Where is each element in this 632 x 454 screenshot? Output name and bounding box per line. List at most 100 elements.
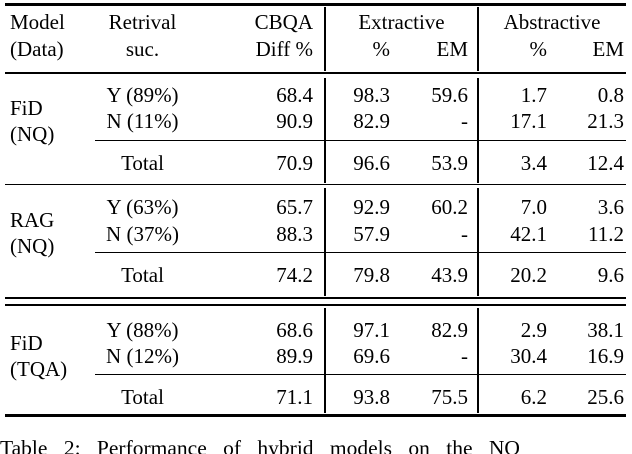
header-row-2: (Data) suc. Diff % % EM % EM [5,36,626,62]
cell-abs-pct: 2.9 [520,318,547,342]
table-row: N (37%) 88.3 57.9 - 42.1 11.2 [5,221,626,247]
model-spacer [5,82,95,108]
cell-abs-pct: 3.4 [520,151,547,175]
cell-ext-em: - [461,222,468,246]
col-rule-abstractive-block3 [477,307,479,413]
cell-cbqa: 65.7 [276,195,313,219]
cell-abs-em: 25.6 [587,385,624,409]
col-rule-extractive-block1 [324,77,326,183]
header-model-data: (Data) [10,37,64,61]
cell-ext-em: 59.6 [431,83,468,107]
cell-ext-pct: 79.8 [353,263,390,287]
cell-ext-pct: 57.9 [353,222,390,246]
model-label-fid-nq: FiD (NQ) [10,95,95,147]
bottom-rule [5,414,626,417]
cell-abs-pct: 17.1 [510,109,547,133]
cell-retrieval: Y (63%) [106,195,179,219]
cell-retrieval: Y (89%) [106,83,179,107]
model-spacer [5,221,95,247]
header-model: Model [10,10,65,34]
top-rule [5,3,626,6]
model-spacer [5,150,95,176]
model-spacer [5,317,95,343]
cell-abs-pct: 1.7 [520,83,547,107]
cell-abs-em: 21.3 [587,109,624,133]
model-dataset: (NQ) [10,234,55,258]
cell-ext-em: - [461,109,468,133]
header-retrieval: Retrival [108,10,177,34]
cell-ext-em: 43.9 [431,263,468,287]
col-rule-extractive-block2 [324,187,326,296]
header-abs-em: EM [592,37,625,61]
model-spacer [5,384,95,410]
cell-abs-pct: 30.4 [510,344,547,368]
cell-retrieval: N (11%) [106,109,179,133]
header-group-extractive: Extractive [358,10,445,34]
header-retrieval-suc: suc. [125,37,160,61]
midrule-block3 [95,374,626,376]
cell-retrieval: N (12%) [106,344,179,368]
total-row: Total 70.9 96.6 53.9 3.4 12.4 [5,150,626,176]
cell-abs-pct: 20.2 [510,263,547,287]
table-row: Y (63%) 65.7 92.9 60.2 7.0 3.6 [5,194,626,220]
table-row: N (12%) 89.9 69.6 - 30.4 16.9 [5,343,626,369]
header-row-1: Model Retrival CBQA Extractive Abstracti… [5,9,626,35]
block1-bottom-rule [5,184,626,186]
cell-ext-pct: 82.9 [353,109,390,133]
model-spacer [5,194,95,220]
cell-retrieval: Y (88%) [106,318,179,342]
cell-ext-em: 60.2 [431,195,468,219]
model-name: FiD [10,96,43,120]
cell-cbqa: 70.9 [276,151,313,175]
cell-abs-em: 16.9 [587,344,624,368]
cell-cbqa: 89.9 [276,344,313,368]
cell-ext-em: 75.5 [431,385,468,409]
total-row: Total 71.1 93.8 75.5 6.2 25.6 [5,384,626,410]
cell-abs-em: 12.4 [587,151,624,175]
cell-cbqa: 90.9 [276,109,313,133]
double-rule-top [5,297,626,299]
cell-total-label: Total [121,263,164,287]
cell-ext-em: 82.9 [431,318,468,342]
model-spacer [5,343,95,369]
table-row: N (11%) 90.9 82.9 - 17.1 21.3 [5,108,626,134]
model-label-fid-tqa: FiD (TQA) [10,330,95,382]
cell-ext-pct: 93.8 [353,385,390,409]
cell-abs-pct: 6.2 [520,385,547,409]
midrule-block1 [95,139,626,141]
col-rule-extractive-block3 [324,307,326,413]
cell-abs-pct: 42.1 [510,222,547,246]
header-group-abstractive: Abstractive [503,10,601,34]
table-row: Y (89%) 68.4 98.3 59.6 1.7 0.8 [5,82,626,108]
col-rule-abstractive-header [477,7,479,71]
cell-abs-em: 0.8 [597,83,624,107]
table-row: Y (88%) 68.6 97.1 82.9 2.9 38.1 [5,317,626,343]
cell-abs-em: 11.2 [588,222,624,246]
col-rule-abstractive-block2 [477,187,479,296]
double-rule-bottom [5,303,626,306]
model-name: FiD [10,331,43,355]
model-dataset: (TQA) [10,357,68,381]
cell-ext-pct: 96.6 [353,151,390,175]
total-row: Total 74.2 79.8 43.9 20.2 9.6 [5,262,626,288]
cell-cbqa: 68.4 [276,83,313,107]
cell-ext-pct: 98.3 [353,83,390,107]
header-cbqa: CBQA [254,10,313,34]
model-spacer [5,262,95,288]
cell-ext-pct: 97.1 [353,318,390,342]
cell-cbqa: 68.6 [276,318,313,342]
model-label-rag-nq: RAG (NQ) [10,207,95,259]
header-cbqa-diff: Diff % [255,37,313,61]
cell-ext-em: 53.9 [431,151,468,175]
cell-ext-pct: 69.6 [353,344,390,368]
cell-cbqa: 74.2 [276,263,313,287]
col-rule-abstractive-block1 [477,77,479,183]
header-abs-pct: % [529,37,548,61]
model-spacer [5,108,95,134]
midrule-block2 [95,252,626,254]
model-name: RAG [10,208,55,232]
cell-cbqa: 71.1 [276,385,313,409]
cell-abs-em: 9.6 [597,263,624,287]
cell-abs-em: 3.6 [597,195,624,219]
